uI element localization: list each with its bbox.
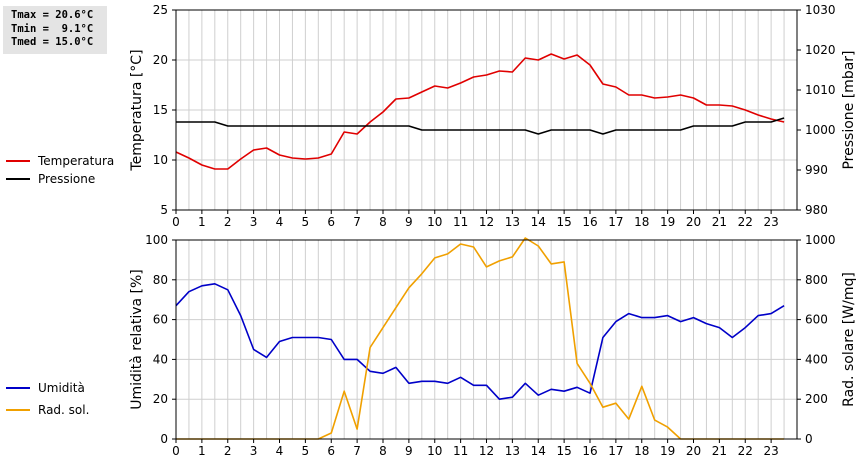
legend-umidita-label: Umidità (38, 381, 85, 395)
temp-pressure-xtick-label: 4 (276, 215, 284, 229)
stats-tmed: Tmed = 15.0°C (11, 36, 94, 48)
humidity-radiation-ytick-left-label: 40 (153, 352, 168, 366)
stats-box: Tmax = 20.6°C Tmin = 9.1°C Tmed = 15.0°C (3, 6, 107, 54)
temp-pressure-xtick-label: 20 (686, 215, 701, 229)
legend-radsol-label: Rad. sol. (38, 403, 90, 417)
temp-pressure-xtick-label: 23 (763, 215, 778, 229)
temp-pressure-xtick-label: 19 (660, 215, 675, 229)
legend-radsol: Rad. sol. (6, 403, 89, 417)
temp-pressure-series-b (176, 117, 785, 135)
temp-pressure-ytick-right-label: 1010 (805, 83, 836, 97)
temp-pressure-ytick-left-label: 20 (153, 53, 168, 67)
humidity-radiation-xtick-label: 21 (712, 444, 727, 458)
temp-pressure-xtick-label: 16 (582, 215, 597, 229)
stats-tmax: Tmax = 20.6°C (11, 9, 94, 21)
stats-tmin: Tmin = 9.1°C (11, 22, 94, 35)
temp-pressure-xtick-label: 12 (479, 215, 494, 229)
temp-pressure-ytick-right-label: 1030 (805, 3, 836, 17)
temp-pressure-ytick-right-label: 1000 (805, 123, 836, 137)
temp-pressure-ytick-right-label: 980 (805, 203, 828, 217)
temp-pressure-xtick-label: 3 (250, 215, 258, 229)
temp-pressure-ytick-right-label: 990 (805, 163, 828, 177)
humidity-radiation-ytick-right-label: 0 (805, 432, 813, 446)
temp-pressure-xtick-label: 11 (453, 215, 468, 229)
humidity-radiation-ytick-left-label: 0 (160, 432, 168, 446)
legend-pressione: Pressione (6, 172, 95, 186)
humidity-radiation-xtick-label: 9 (405, 444, 413, 458)
humidity-radiation-xtick-label: 5 (302, 444, 310, 458)
humidity-radiation-ytick-right-label: 200 (805, 392, 828, 406)
humidity-radiation-xtick-label: 20 (686, 444, 701, 458)
humidity-radiation-xtick-label: 1 (198, 444, 206, 458)
humidity-radiation-xtick-label: 14 (531, 444, 546, 458)
humidity-radiation-xtick-label: 0 (172, 444, 180, 458)
humidity-radiation-ytick-right-label: 1000 (805, 233, 836, 247)
humidity-radiation-series-a (175, 282, 785, 401)
humidity-radiation-xtick-label: 4 (276, 444, 284, 458)
temp-pressure-ytick-left-label: 25 (153, 3, 168, 17)
humidity-radiation-ytick-left-label: 100 (145, 233, 168, 247)
temp-pressure-ytick-left-label: 5 (160, 203, 168, 217)
temp-pressure-xtick-label: 7 (353, 215, 361, 229)
temp-pressure-ytick-right-label: 1020 (805, 43, 836, 57)
humidity-radiation-xtick-label: 13 (505, 444, 520, 458)
legend-radsol-swatch (6, 409, 30, 411)
humidity-radiation-xtick-label: 17 (608, 444, 623, 458)
temp-pressure-xtick-label: 15 (556, 215, 571, 229)
humidity-radiation-xtick-label: 22 (738, 444, 753, 458)
legend-umidita: Umidità (6, 381, 85, 395)
humidity-radiation-xtick-label: 12 (479, 444, 494, 458)
temp-pressure-ytick-left-label: 15 (153, 103, 168, 117)
humidity-radiation-ylabel-right: Rad. solare [W/mq] (841, 272, 857, 407)
temp-pressure-xtick-label: 13 (505, 215, 520, 229)
temp-pressure-xtick-label: 10 (427, 215, 442, 229)
legend-umidita-swatch (6, 387, 30, 389)
humidity-radiation-xtick-label: 10 (427, 444, 442, 458)
temp-pressure-xtick-label: 21 (712, 215, 727, 229)
humidity-radiation-ytick-right-label: 800 (805, 273, 828, 287)
humidity-radiation-ytick-left-label: 60 (153, 313, 168, 327)
temp-pressure-xtick-label: 5 (302, 215, 310, 229)
humidity-radiation-ytick-right-label: 400 (805, 352, 828, 366)
humidity-radiation-ytick-left-label: 80 (153, 273, 168, 287)
temp-pressure-xtick-label: 17 (608, 215, 623, 229)
humidity-radiation-ytick-right-label: 600 (805, 313, 828, 327)
humidity-radiation-ylabel-left: Umidità relativa [%] (129, 269, 145, 410)
legend-temperatura: Temperatura (6, 154, 114, 168)
humidity-radiation-series-b (176, 237, 785, 440)
humidity-radiation-xtick-label: 2 (224, 444, 232, 458)
temp-pressure-xtick-label: 22 (738, 215, 753, 229)
temp-pressure-xtick-label: 18 (634, 215, 649, 229)
temp-pressure-ylabel-left: Temperatura [°C] (129, 49, 145, 171)
humidity-radiation-xtick-label: 19 (660, 444, 675, 458)
legend-temperatura-label: Temperatura (38, 154, 115, 168)
humidity-radiation-xtick-label: 11 (453, 444, 468, 458)
humidity-radiation-xtick-label: 8 (379, 444, 387, 458)
temp-pressure-xtick-label: 1 (198, 215, 206, 229)
temp-pressure-xtick-label: 8 (379, 215, 387, 229)
legend-temperatura-swatch (6, 160, 30, 162)
temp-pressure-ylabel-right: Pressione [mbar] (841, 50, 857, 169)
temp-pressure-xtick-label: 14 (531, 215, 546, 229)
temp-pressure-xtick-label: 9 (405, 215, 413, 229)
humidity-radiation-xtick-label: 16 (582, 444, 597, 458)
legend-pressione-label: Pressione (38, 172, 96, 186)
temp-pressure-xtick-label: 6 (327, 215, 335, 229)
humidity-radiation-xtick-label: 15 (556, 444, 571, 458)
humidity-radiation-xtick-label: 6 (327, 444, 335, 458)
humidity-radiation-ytick-left-label: 20 (153, 392, 168, 406)
humidity-radiation-xtick-label: 7 (353, 444, 361, 458)
legend-pressione-swatch (6, 178, 30, 180)
humidity-radiation-xtick-label: 3 (250, 444, 258, 458)
temp-pressure-xtick-label: 0 (172, 215, 180, 229)
humidity-radiation-xtick-label: 18 (634, 444, 649, 458)
temp-pressure-series-a (175, 53, 785, 170)
temp-pressure-ytick-left-label: 10 (153, 153, 168, 167)
humidity-radiation-xtick-label: 23 (763, 444, 778, 458)
temp-pressure-xtick-label: 2 (224, 215, 232, 229)
